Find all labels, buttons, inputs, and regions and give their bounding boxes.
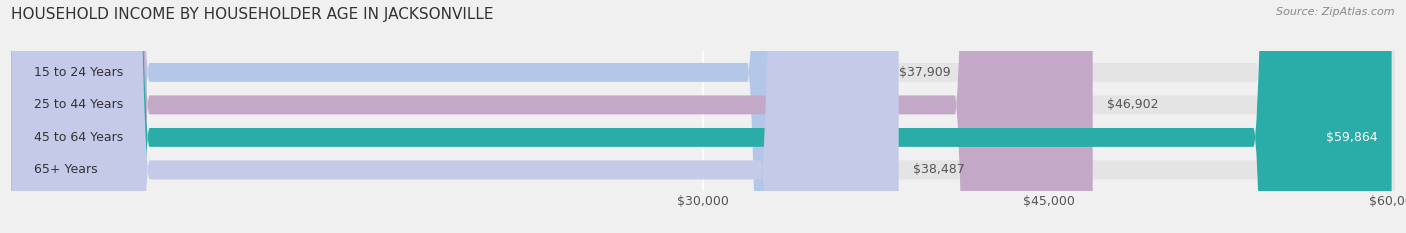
FancyBboxPatch shape — [11, 0, 1395, 233]
FancyBboxPatch shape — [11, 0, 898, 233]
Text: $38,487: $38,487 — [912, 163, 965, 176]
Text: $46,902: $46,902 — [1107, 98, 1159, 111]
Text: $37,909: $37,909 — [900, 66, 950, 79]
FancyBboxPatch shape — [11, 0, 1092, 233]
FancyBboxPatch shape — [11, 0, 1395, 233]
Text: HOUSEHOLD INCOME BY HOUSEHOLDER AGE IN JACKSONVILLE: HOUSEHOLD INCOME BY HOUSEHOLDER AGE IN J… — [11, 7, 494, 22]
FancyBboxPatch shape — [11, 0, 1395, 233]
FancyBboxPatch shape — [11, 0, 1395, 233]
Text: $59,864: $59,864 — [1326, 131, 1378, 144]
Text: 65+ Years: 65+ Years — [34, 163, 98, 176]
Text: 45 to 64 Years: 45 to 64 Years — [34, 131, 124, 144]
FancyBboxPatch shape — [11, 0, 886, 233]
FancyBboxPatch shape — [11, 0, 1392, 233]
Text: 25 to 44 Years: 25 to 44 Years — [34, 98, 124, 111]
Text: Source: ZipAtlas.com: Source: ZipAtlas.com — [1277, 7, 1395, 17]
Text: 15 to 24 Years: 15 to 24 Years — [34, 66, 124, 79]
